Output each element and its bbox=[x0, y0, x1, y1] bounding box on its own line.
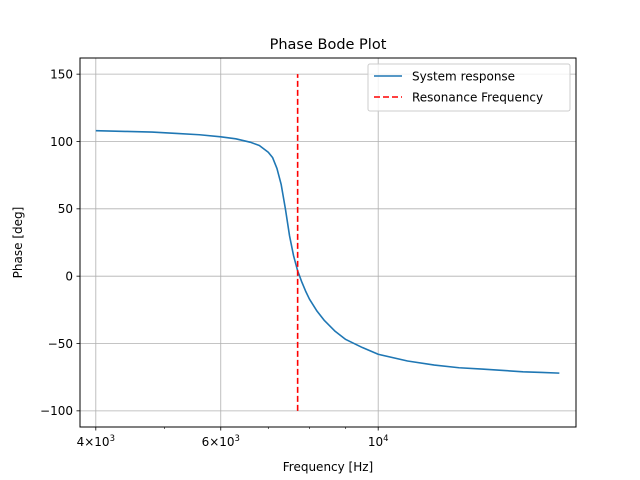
x-tick-label-exponent: 3 bbox=[110, 434, 115, 444]
y-tick-label: 150 bbox=[50, 67, 73, 81]
series-line-system-response bbox=[95, 129, 560, 374]
y-tick-label: −100 bbox=[40, 404, 73, 418]
grid-layer bbox=[80, 58, 576, 427]
x-tick-label-base: 4×10 bbox=[77, 435, 110, 449]
x-axis-label: Frequency [Hz] bbox=[283, 460, 374, 474]
y-tick-label: 100 bbox=[50, 135, 73, 149]
chart-title: Phase Bode Plot bbox=[270, 37, 387, 53]
x-tick-label-exponent: 3 bbox=[235, 434, 240, 444]
y-axis-label: Phase [deg] bbox=[11, 207, 25, 279]
x-tick-label-base: 6×10 bbox=[202, 435, 235, 449]
y-tick-label: −50 bbox=[48, 337, 73, 351]
x-tick-label-exponent: 4 bbox=[383, 434, 388, 444]
legend-label-system-response: System response bbox=[412, 70, 515, 84]
y-tick-label: 0 bbox=[65, 269, 73, 283]
axes-frame bbox=[79, 57, 577, 428]
x-tick-label: 104 bbox=[368, 434, 389, 449]
legend-label-resonance-frequency: Resonance Frequency bbox=[412, 91, 543, 105]
legend: System response Resonance Frequency bbox=[367, 63, 571, 112]
y-tick-label: 50 bbox=[58, 202, 73, 216]
x-tick-label-base: 10 bbox=[368, 435, 383, 449]
x-tick-label: 6×103 bbox=[202, 434, 240, 449]
x-tick-label: 4×103 bbox=[77, 434, 115, 449]
legend-box bbox=[367, 63, 571, 112]
series-layer bbox=[95, 74, 560, 411]
